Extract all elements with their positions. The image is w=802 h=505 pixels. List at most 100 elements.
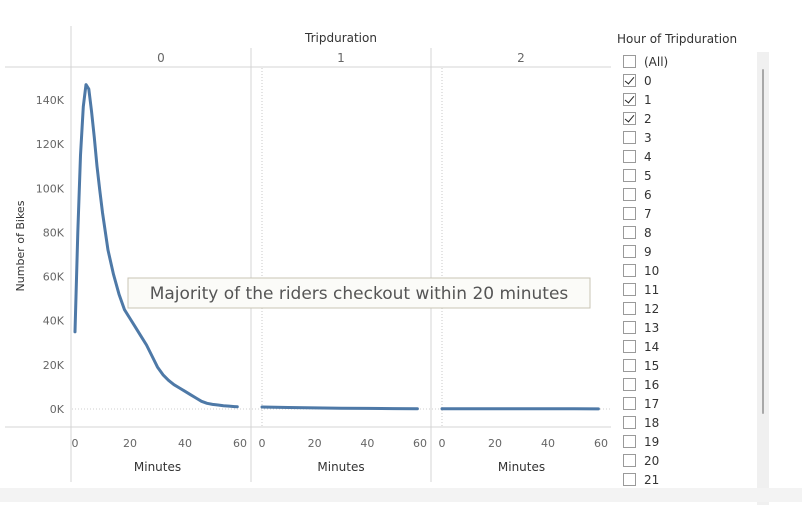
filter-checkbox[interactable] <box>623 169 636 182</box>
filter-item-label: 8 <box>644 226 652 240</box>
filter-item-21[interactable]: 21 <box>623 470 659 489</box>
y-tick-label: 0K <box>50 403 65 416</box>
filter-item-label: 10 <box>644 264 659 278</box>
x-tick-label: 0 <box>439 437 446 450</box>
filter-item-label: 14 <box>644 340 659 354</box>
y-tick-label: 40K <box>43 315 65 328</box>
filter-item-label: 18 <box>644 416 659 430</box>
filter-checkbox[interactable] <box>623 188 636 201</box>
filter-item-3[interactable]: 3 <box>623 128 652 147</box>
filter-item-10[interactable]: 10 <box>623 261 659 280</box>
filter-item-1[interactable]: 1 <box>623 90 652 109</box>
filter-checkbox[interactable] <box>623 416 636 429</box>
y-tick-label: 80K <box>43 226 65 239</box>
x-tick-label: 40 <box>541 437 555 450</box>
filter-item-6[interactable]: 6 <box>623 185 652 204</box>
filter-item-5[interactable]: 5 <box>623 166 652 185</box>
filter-item-label: 13 <box>644 321 659 335</box>
filter-checkbox[interactable] <box>623 340 636 353</box>
line-chart: Tripduration0K20K40K60K80K100K120K140KNu… <box>0 0 612 490</box>
filter-item-19[interactable]: 19 <box>623 432 659 451</box>
x-tick-label: 40 <box>360 437 374 450</box>
filter-checkbox[interactable] <box>623 264 636 277</box>
filter-checkbox[interactable] <box>623 74 636 87</box>
filter-item-17[interactable]: 17 <box>623 394 659 413</box>
panel-header-0: 0 <box>157 51 165 65</box>
x-tick-label: 0 <box>259 437 266 450</box>
filter-checkbox[interactable] <box>623 226 636 239</box>
x-tick-label: 40 <box>178 437 192 450</box>
filter-item-label: 12 <box>644 302 659 316</box>
filter-checkbox[interactable] <box>623 321 636 334</box>
filter-checkbox[interactable] <box>623 283 636 296</box>
filter-item-label: 11 <box>644 283 659 297</box>
filter-item-14[interactable]: 14 <box>623 337 659 356</box>
filter-item-label: 3 <box>644 131 652 145</box>
y-tick-label: 60K <box>43 271 65 284</box>
x-tick-label: 20 <box>123 437 137 450</box>
filter-item-11[interactable]: 11 <box>623 280 659 299</box>
series-line-panel-1 <box>262 407 417 409</box>
x-axis-title: Minutes <box>317 460 364 474</box>
filter-checkbox[interactable] <box>623 55 636 68</box>
y-tick-label: 120K <box>36 138 65 151</box>
filter-item-label: 21 <box>644 473 659 487</box>
filter-checkbox[interactable] <box>623 473 636 486</box>
filter-item-2[interactable]: 2 <box>623 109 652 128</box>
bottom-strip <box>0 488 802 502</box>
y-axis-title: Number of Bikes <box>14 200 27 291</box>
filter-item-label: 0 <box>644 74 652 88</box>
filter-item-18[interactable]: 18 <box>623 413 659 432</box>
series-line-panel-0 <box>75 85 237 407</box>
filter-item-label: 5 <box>644 169 652 183</box>
filter-scrollbar-thumb[interactable] <box>762 69 764 414</box>
x-axis-title: Minutes <box>134 460 181 474</box>
y-tick-label: 140K <box>36 94 65 107</box>
filter-checkbox[interactable] <box>623 207 636 220</box>
x-tick-label: 60 <box>413 437 427 450</box>
filter-item-12[interactable]: 12 <box>623 299 659 318</box>
filter-scrollbar[interactable] <box>757 52 769 505</box>
filter-item-7[interactable]: 7 <box>623 204 652 223</box>
filter-item-label: (All) <box>644 55 668 69</box>
x-tick-label: 20 <box>308 437 322 450</box>
x-tick-label: 60 <box>594 437 608 450</box>
filter-item-4[interactable]: 4 <box>623 147 652 166</box>
filter-checkbox[interactable] <box>623 112 636 125</box>
filter-title: Hour of Tripduration <box>617 32 737 46</box>
filter-checkbox[interactable] <box>623 302 636 315</box>
filter-item-label: 17 <box>644 397 659 411</box>
panel-header-2: 2 <box>517 51 525 65</box>
filter-item-label: 20 <box>644 454 659 468</box>
filter-item-13[interactable]: 13 <box>623 318 659 337</box>
filter-checkbox[interactable] <box>623 131 636 144</box>
filter-item-9[interactable]: 9 <box>623 242 652 261</box>
filter-checkbox[interactable] <box>623 150 636 163</box>
filter-checkbox[interactable] <box>623 245 636 258</box>
filter-checkbox[interactable] <box>623 397 636 410</box>
x-axis-title: Minutes <box>498 460 545 474</box>
filter-item-label: 19 <box>644 435 659 449</box>
filter-item-label: 15 <box>644 359 659 373</box>
filter-item-label: 4 <box>644 150 652 164</box>
filter-item-label: 6 <box>644 188 652 202</box>
filter-item-label: 2 <box>644 112 652 126</box>
filter-item-0[interactable]: 0 <box>623 71 652 90</box>
x-tick-label: 0 <box>72 437 79 450</box>
filter-checkbox[interactable] <box>623 93 636 106</box>
filter-item-20[interactable]: 20 <box>623 451 659 470</box>
filter-item-15[interactable]: 15 <box>623 356 659 375</box>
filter-checkbox[interactable] <box>623 454 636 467</box>
filter-item-label: 9 <box>644 245 652 259</box>
column-header-title: Tripduration <box>304 31 377 45</box>
filter-checkbox[interactable] <box>623 378 636 391</box>
filter-checkbox[interactable] <box>623 435 636 448</box>
x-tick-label: 60 <box>233 437 247 450</box>
filter-item-16[interactable]: 16 <box>623 375 659 394</box>
filter-item-8[interactable]: 8 <box>623 223 652 242</box>
y-tick-label: 20K <box>43 359 65 372</box>
filter-checkbox[interactable] <box>623 359 636 372</box>
filter-item-label: 1 <box>644 93 652 107</box>
filter-item-all[interactable]: (All) <box>623 52 668 71</box>
